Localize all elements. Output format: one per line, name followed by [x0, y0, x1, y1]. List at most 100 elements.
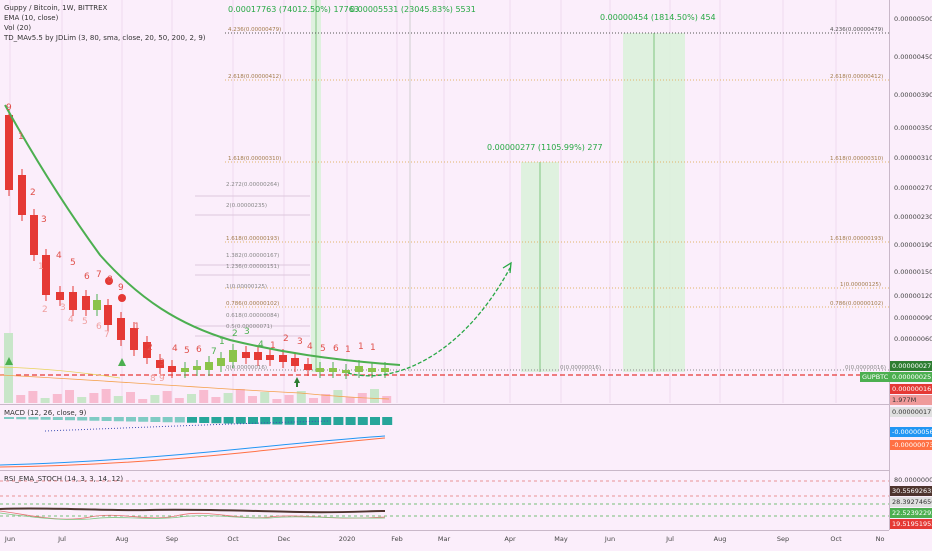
price-chart-canvas[interactable] — [0, 0, 889, 403]
fib-label: 0(0.00000016) — [226, 365, 268, 371]
symbol-tag: GUPBTC — [860, 372, 890, 382]
macd-hist-bar — [248, 417, 258, 424]
candle — [93, 300, 101, 310]
macd-hist-bar — [357, 417, 368, 425]
macd-pane[interactable]: MACD (12, 26, close, 9) — [0, 404, 889, 470]
candle — [279, 355, 287, 362]
fib-label: 1.618(0.00000193) — [226, 236, 280, 242]
time-tick: Aug — [713, 535, 727, 543]
candle — [229, 350, 237, 362]
td-legend[interactable]: TD_MAv5.5 by JDLim (3, 80, sma, close, 2… — [4, 34, 206, 42]
td-count-faded: 1 — [38, 262, 44, 272]
time-tick: May — [554, 535, 568, 543]
low-price-tag: 0.00000016 — [890, 384, 932, 394]
symbol-legend[interactable]: Guppy / Bitcoin, 1W, BITTREX — [4, 4, 108, 12]
td-count: 2 — [283, 334, 289, 344]
candle — [143, 342, 151, 358]
macd-hist-bar — [333, 417, 344, 425]
time-tick: Jun — [4, 535, 16, 543]
macd-hist-bar — [223, 417, 234, 424]
price-tick: 0.00000500 — [894, 15, 932, 23]
volume-bar — [101, 389, 111, 403]
price-axis[interactable]: 0.00000500 0.00000450 0.00000390 0.00000… — [860, 0, 932, 530]
candle — [30, 215, 38, 255]
target-label-2: 0.00000454 (1814.50%) 454 — [600, 13, 716, 22]
macd-hist-bar — [77, 417, 88, 421]
stoch-d-line — [0, 512, 386, 520]
price-tick: 0.00000450 — [894, 53, 932, 61]
macd-hist-bar — [199, 417, 210, 423]
time-tick: Apr — [504, 535, 516, 543]
candle — [18, 175, 26, 215]
volume-bar — [223, 393, 233, 403]
setup-marker — [118, 294, 126, 302]
volume-bar — [272, 399, 282, 403]
buy-triangle — [5, 357, 13, 365]
candle — [117, 318, 125, 340]
fib-label: 0.786(0.00000102) — [830, 301, 884, 307]
td-count: 9 — [118, 283, 124, 293]
volume-bar — [150, 395, 160, 403]
volume-bar — [370, 389, 379, 403]
volume-bar — [174, 398, 184, 403]
price-tick: 0.00000310 — [894, 154, 932, 162]
td-count: 9 — [6, 103, 12, 113]
rsi-stoch-pane[interactable]: RSI_EMA_STOCH (14, 3, 3, 14, 12) — [0, 470, 889, 531]
fib-label: 2.272(0.00000264) — [226, 182, 280, 188]
candle — [355, 366, 363, 372]
candle — [193, 366, 201, 370]
volume-bar — [248, 396, 257, 403]
time-axis[interactable]: Jun Jul Aug Sep Oct Dec 2020 Feb Mar Apr… — [0, 530, 889, 551]
fib-label: 0.5(0.00000071) — [226, 324, 273, 330]
candle — [254, 352, 262, 360]
candle — [329, 368, 337, 372]
td-count: 4 — [307, 342, 313, 352]
macd-legend[interactable]: MACD (12, 26, close, 9) — [4, 409, 87, 417]
macd-hist-bar — [52, 417, 63, 420]
td-count: 6 — [84, 272, 90, 282]
macd-hist-bar — [101, 417, 112, 421]
ema-legend[interactable]: EMA (10, close) — [4, 14, 59, 22]
td-count-faded: 7 — [104, 330, 110, 340]
td-count: 1 — [345, 345, 351, 355]
macd-hist-bar — [260, 417, 271, 425]
volume-bar — [28, 391, 38, 403]
volume-bar — [235, 389, 245, 403]
volume-bar — [16, 395, 26, 403]
vol-legend[interactable]: Vol (20) — [4, 24, 32, 32]
ema-line — [4, 104, 401, 366]
td-count: 8 — [107, 275, 113, 285]
volume-tag: 1.977M — [890, 395, 932, 405]
macd-canvas — [0, 417, 393, 468]
candle — [381, 368, 389, 372]
target-label-3: 0.00000277 (1105.99%) 277 — [487, 143, 603, 152]
macd-hist-bar — [65, 417, 75, 421]
macd-hist-bar — [113, 417, 124, 422]
macd-hist-bar — [150, 417, 161, 422]
rsi-legend[interactable]: RSI_EMA_STOCH (14, 3, 3, 14, 12) — [4, 475, 124, 483]
time-tick: Jul — [58, 535, 66, 543]
price-tick: 0.00000390 — [894, 91, 932, 99]
time-tick: Mar — [437, 535, 451, 543]
volume-bar — [65, 390, 74, 403]
price-tick: 0.00000090 — [894, 314, 932, 322]
price-chart-pane[interactable]: Guppy / Bitcoin, 1W, BITTREX EMA (10, cl… — [0, 0, 889, 403]
price-tick: 0.00000230 — [894, 213, 932, 221]
candle — [266, 355, 274, 360]
target-label-1: 0.00017763 (74012.50%) 17763 — [228, 5, 359, 14]
time-tick: Sep — [165, 535, 179, 543]
time-tick: Dec — [277, 535, 291, 543]
td-count: 4 — [258, 340, 264, 350]
td-count: 3 — [41, 215, 47, 225]
td-count: 1 — [370, 343, 376, 353]
time-tick: Feb — [391, 535, 403, 543]
volume-bar — [309, 398, 318, 403]
volume-bar — [211, 397, 221, 403]
target-label-1b: 0.00005531 (23045.83%) 5531 — [350, 5, 476, 14]
fib-label: 0.618(0.00000084) — [226, 313, 280, 319]
td-count-faded: 3 — [60, 303, 66, 313]
volume-bar — [113, 396, 123, 403]
macd-hist-bar — [345, 417, 356, 425]
volume-bar — [284, 395, 294, 403]
candle — [242, 352, 250, 358]
